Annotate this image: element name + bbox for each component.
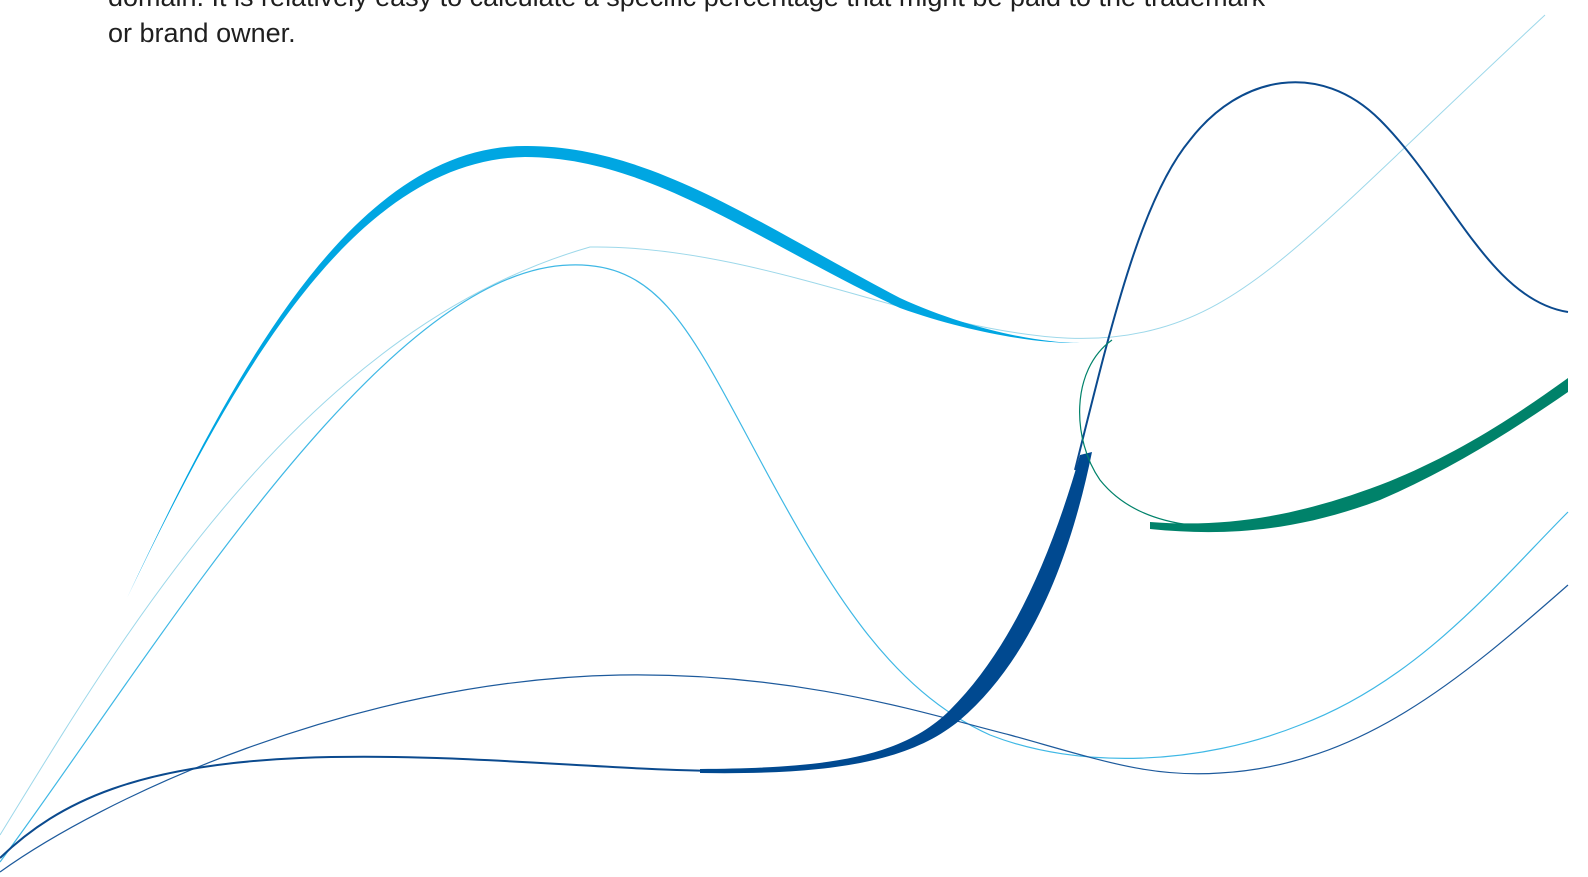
curve [127, 145, 1080, 598]
curve [0, 584, 1569, 873]
paragraph: domain. It is relatively easy to calcula… [108, 0, 1265, 51]
curve [1150, 378, 1568, 533]
curve [0, 264, 1569, 863]
curve [1079, 339, 1191, 526]
curve [700, 452, 1092, 774]
curve [0, 14, 1546, 836]
paragraph-line: or brand owner. [108, 18, 296, 48]
curve [0, 81, 1569, 859]
paragraph-line: domain. It is relatively easy to calcula… [108, 0, 1265, 15]
